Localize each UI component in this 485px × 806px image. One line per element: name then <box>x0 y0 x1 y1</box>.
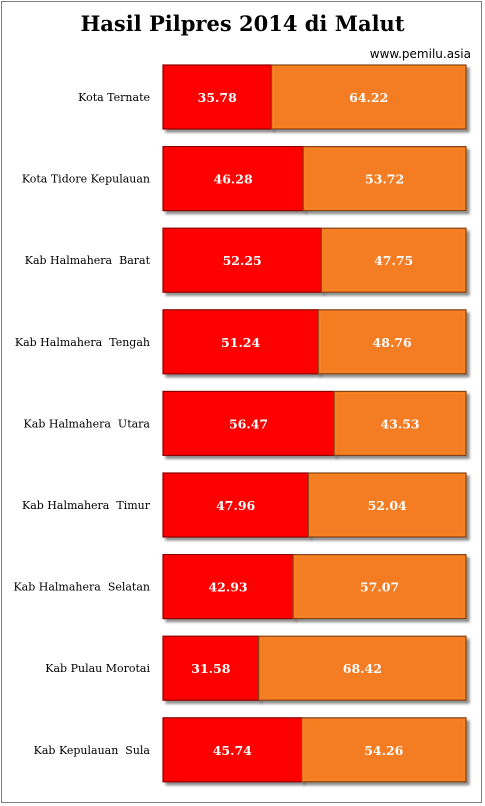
data-label: 42.93 <box>208 580 247 595</box>
data-label: 47.75 <box>374 253 413 268</box>
data-label: 68.42 <box>343 661 382 676</box>
bar-segment <box>162 146 304 212</box>
category-label: Kab Kepulauan Sula <box>34 744 151 757</box>
category-label: Kab Halmahera Utara <box>24 417 151 430</box>
bar-segment <box>292 553 467 620</box>
bar-bevel <box>164 229 320 291</box>
bar-bevel <box>272 66 465 128</box>
bar-bevel <box>164 392 333 454</box>
category-label: Kab Pulau Morotai <box>45 662 150 675</box>
data-label: 47.96 <box>216 498 255 513</box>
bar-bevel <box>164 311 317 373</box>
data-label: 57.07 <box>360 580 399 595</box>
data-label: 48.76 <box>373 335 412 350</box>
bar-segment <box>320 227 467 293</box>
data-label: 35.78 <box>198 90 237 105</box>
bar-bevel <box>304 148 465 210</box>
bar-bevel <box>322 229 465 291</box>
bar-bevel <box>260 637 465 699</box>
bar-segment <box>270 64 467 130</box>
data-label: 31.58 <box>191 661 230 676</box>
bar-bevel <box>164 66 270 128</box>
data-label: 53.72 <box>365 172 404 187</box>
bar-bevel <box>164 556 292 618</box>
source-note: www.pemilu.asia <box>369 47 471 61</box>
bar-bevel <box>294 556 465 618</box>
bar-segment <box>333 390 467 456</box>
bar-segment <box>300 717 467 783</box>
bar-segment <box>302 146 467 212</box>
category-label: Kab Halmahera Tengah <box>15 336 150 349</box>
data-label: 64.22 <box>349 90 388 105</box>
bar-segment <box>162 309 319 375</box>
data-label: 54.26 <box>364 743 403 758</box>
category-label: Kab Halmahera Timur <box>22 499 151 512</box>
category-label: Kab Halmahera Barat <box>25 254 151 267</box>
bar-segment <box>162 472 309 538</box>
data-label: 51.24 <box>221 335 260 350</box>
bar-bevel <box>164 474 307 536</box>
data-label: 46.28 <box>214 172 253 187</box>
data-label: 52.04 <box>368 498 407 513</box>
bar-bevel <box>164 148 302 210</box>
bar-bevel <box>164 719 301 781</box>
bar-segment <box>317 309 467 375</box>
bar-bevel <box>319 311 465 373</box>
data-label: 45.74 <box>213 743 252 758</box>
category-label: Kota Ternate <box>78 91 150 104</box>
bar-segment <box>258 635 467 701</box>
data-label: 43.53 <box>380 416 419 431</box>
data-label: 52.25 <box>223 253 262 268</box>
bar-bevel <box>309 474 465 536</box>
category-label: Kab Halmahera Selatan <box>13 581 150 594</box>
bar-bevel <box>303 719 465 781</box>
category-label: Kota Tidore Kepulauan <box>22 173 150 186</box>
bar-segment <box>162 227 322 293</box>
bar-bevel <box>164 637 258 699</box>
bar-segment <box>162 390 335 456</box>
data-label: 56.47 <box>229 416 268 431</box>
bar-bevel <box>335 392 465 454</box>
bar-segment <box>162 553 294 620</box>
chart-title: Hasil Pilpres 2014 di Malut <box>80 11 405 36</box>
bar-segment <box>307 472 467 538</box>
